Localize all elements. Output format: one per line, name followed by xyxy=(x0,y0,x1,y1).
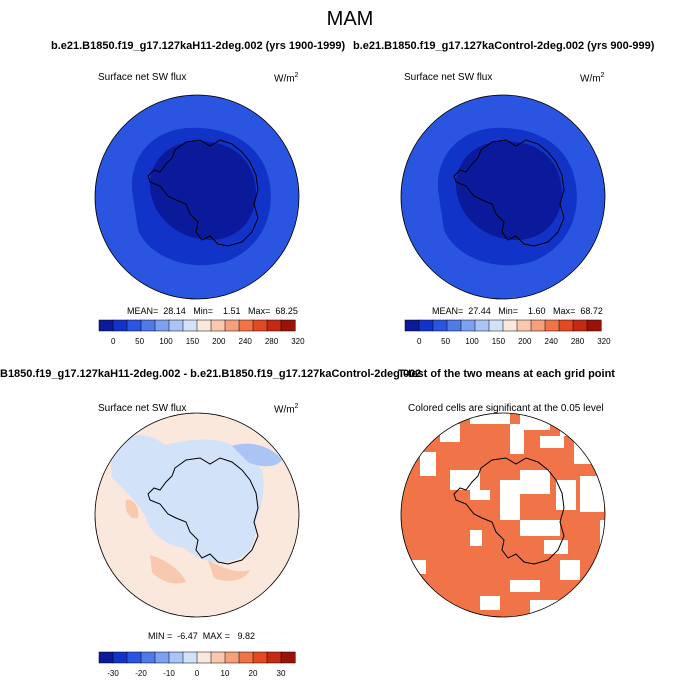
top-left-stats: MEAN= 28.14 Min= 1.51 Max= 68.25 xyxy=(127,306,298,316)
bottom-right-header: T-test of the two means at each grid poi… xyxy=(398,368,615,380)
colorbar-tick-label: 10 xyxy=(221,669,230,678)
top-left-header: b.e21.B1850.f19_g17.127kaH11-2deg.002 (y… xyxy=(51,40,346,52)
bottom-left-stats: MIN = -6.47 MAX = 9.82 xyxy=(148,631,256,641)
bottom-left-colorbar: -30 -20 -10 0 10 20 30 xyxy=(98,651,296,678)
colorbar-tick-label: 320 xyxy=(597,337,611,346)
bottom-left-variable: Surface net SW flux xyxy=(98,403,187,414)
top-right-variable: Surface net SW flux xyxy=(404,72,493,83)
top-right-units: W/m2 xyxy=(580,72,605,85)
colorbar-tick-label: 240 xyxy=(545,337,559,346)
bottom-right-subtitle: Colored cells are significant at the 0.0… xyxy=(408,403,604,414)
colorbar-tick-label: 0 xyxy=(111,337,116,346)
colorbar-tick-label: 30 xyxy=(277,669,286,678)
colorbar-tick-label: 50 xyxy=(441,337,450,346)
colorbar-tick-label: 20 xyxy=(249,669,258,678)
page-title: MAM xyxy=(326,8,374,30)
colorbar-swatch xyxy=(280,651,296,664)
colorbar-tick-label: 150 xyxy=(186,337,200,346)
top-left-variable: Surface net SW flux xyxy=(98,72,187,83)
top-left-colorbar: 0 50 100 150 200 240 280 320 xyxy=(98,319,305,346)
colorbar-tick-label: 200 xyxy=(518,337,532,346)
colorbar-tick-label: -10 xyxy=(163,669,175,678)
top-right-stats: MEAN= 27.44 Min= 1.60 Max= 68.72 xyxy=(432,306,603,316)
colorbar-tick-label: -30 xyxy=(107,669,119,678)
colorbar-tick-label: 50 xyxy=(135,337,144,346)
colorbar-tick-label: 200 xyxy=(212,337,226,346)
bottom-left-header: B1850.f19_g17.127kaH11-2deg.002 - b.e21.… xyxy=(0,368,422,380)
colorbar-swatch xyxy=(586,319,602,332)
colorbar-tick-label: 100 xyxy=(465,337,479,346)
colorbar-tick-label: 0 xyxy=(195,669,200,678)
colorbar-tick-label: -20 xyxy=(135,669,147,678)
top-right-colorbar: 0 50 100 150 200 240 280 320 xyxy=(404,319,611,346)
top-right-header: b.e21.B1850.f19_g17.127kaControl-2deg.00… xyxy=(353,40,655,52)
colorbar-tick-label: 100 xyxy=(159,337,173,346)
colorbar-swatch xyxy=(280,319,296,332)
colorbar-tick-label: 150 xyxy=(492,337,506,346)
colorbar-tick-label: 240 xyxy=(239,337,253,346)
colorbar-tick-label: 0 xyxy=(417,337,422,346)
colorbar-tick-label: 280 xyxy=(571,337,585,346)
colorbar-tick-label: 320 xyxy=(291,337,305,346)
colorbar-tick-label: 280 xyxy=(265,337,279,346)
bottom-left-units: W/m2 xyxy=(274,403,299,416)
top-left-units: W/m2 xyxy=(274,72,299,85)
